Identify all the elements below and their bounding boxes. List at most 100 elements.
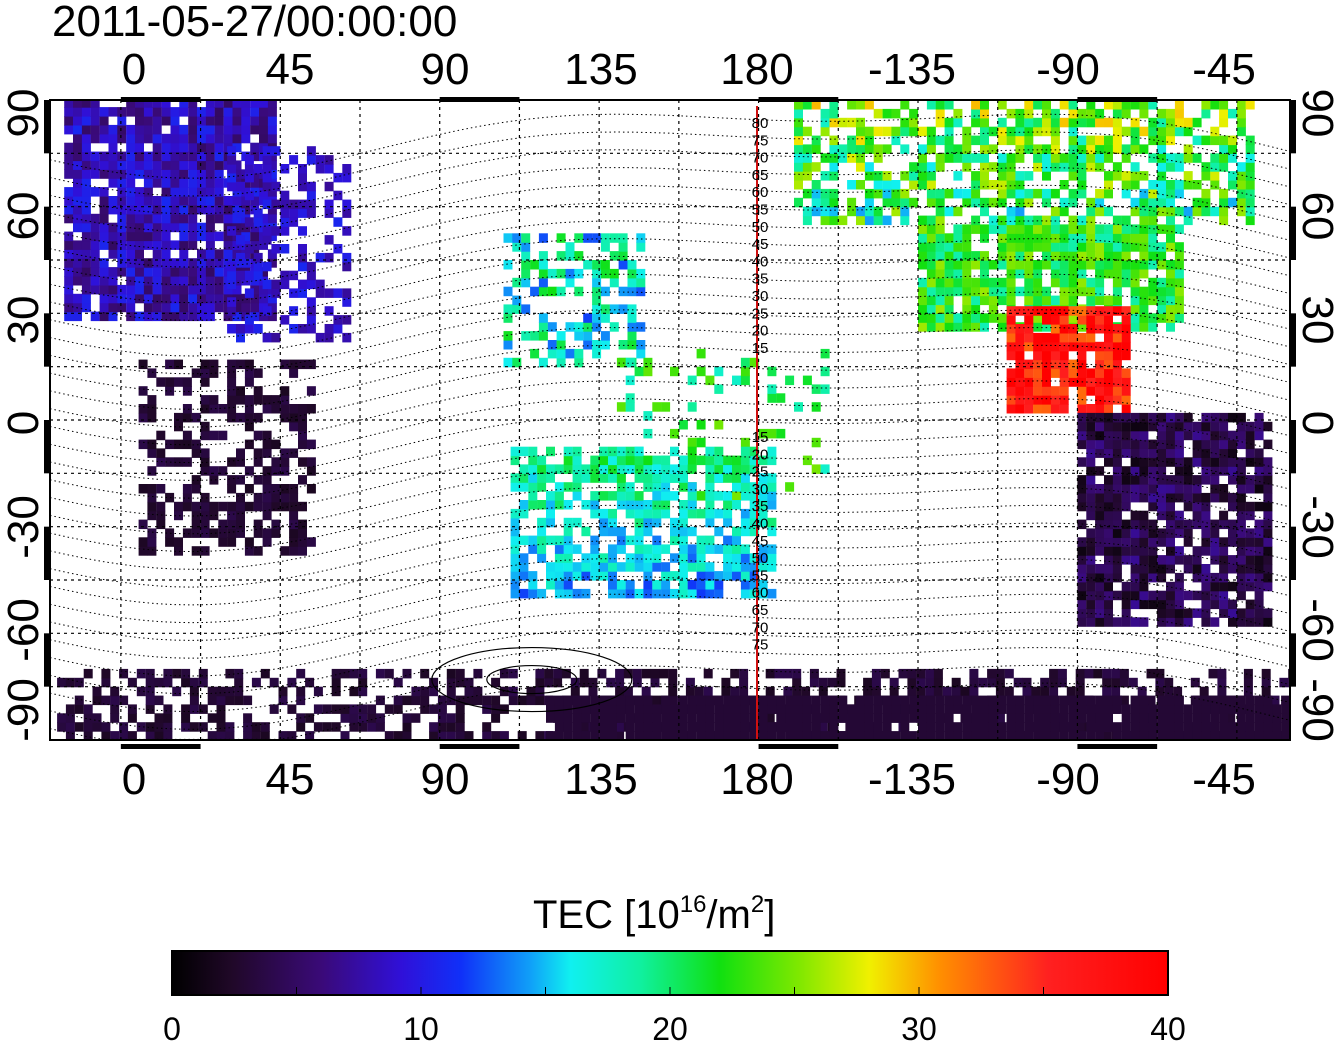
tec-cell <box>1077 404 1087 414</box>
tec-cell <box>90 276 100 286</box>
tec-cell <box>1033 313 1043 323</box>
tec-cell <box>200 492 210 503</box>
tec-cell <box>590 508 600 519</box>
tec-cell <box>205 222 215 233</box>
tec-cell <box>935 197 945 208</box>
tec-cell <box>918 153 927 163</box>
tec-cell <box>1130 731 1140 740</box>
tec-cell <box>1236 501 1246 512</box>
tec-cell <box>980 313 989 323</box>
tec-cell <box>1236 572 1246 583</box>
tec-cell <box>758 517 768 528</box>
tec-cell <box>1166 135 1175 146</box>
tec-cell <box>1050 395 1060 405</box>
tec-cell <box>1104 251 1113 261</box>
tec-cell <box>609 322 619 332</box>
tec-cell <box>1104 590 1113 601</box>
tec-cell <box>678 473 688 483</box>
tec-cell <box>563 562 573 572</box>
tec-cell <box>73 100 82 108</box>
tec-cell <box>223 124 233 135</box>
tec-cell <box>170 196 180 206</box>
tec-cell <box>1015 117 1025 128</box>
tec-cell <box>232 196 242 206</box>
tec-cell <box>980 117 989 128</box>
tec-cell <box>944 704 954 714</box>
tec-cell <box>1119 677 1129 688</box>
tec-cell <box>953 268 963 279</box>
tec-cell <box>588 686 598 697</box>
tec-cell <box>618 242 628 252</box>
tec-cell <box>154 677 164 688</box>
tec-cell <box>1219 439 1229 450</box>
tec-cell <box>1077 617 1087 627</box>
tec-cell <box>250 302 260 313</box>
tec-cell <box>1254 537 1264 547</box>
tec-cell <box>1192 457 1202 467</box>
tec-cell <box>608 473 617 483</box>
tec-cell <box>216 686 226 697</box>
tec-cell <box>1104 546 1113 556</box>
tec-cell <box>1201 100 1211 110</box>
tec-cell <box>1086 528 1096 538</box>
tec-cell <box>1059 332 1069 343</box>
tec-cell <box>182 412 192 423</box>
tec-cell <box>978 677 988 688</box>
tec-cell <box>1219 153 1229 163</box>
tec-cell <box>214 116 224 126</box>
tec-cell <box>1104 315 1113 325</box>
tec-cell <box>1243 668 1253 679</box>
tec-cell <box>170 133 180 144</box>
tec-cell <box>918 731 927 740</box>
tec-cell <box>1210 162 1220 172</box>
tec-cell <box>1263 421 1273 432</box>
tec-cell <box>900 695 910 706</box>
tec-cell <box>1050 224 1060 234</box>
tec-cell <box>90 160 100 170</box>
tec-cell <box>1148 260 1158 270</box>
tec-cell <box>179 222 189 233</box>
tec-cell <box>572 695 582 706</box>
tec-cell <box>174 439 183 450</box>
tec-cell <box>1095 359 1105 370</box>
tec-cell <box>200 430 210 441</box>
tec-cell <box>227 395 237 405</box>
tec-cell <box>685 677 695 688</box>
tec-cell <box>758 580 768 590</box>
tec-cell <box>333 315 343 325</box>
tec-cell <box>794 144 803 154</box>
tec-cell <box>271 279 281 290</box>
tec-cell <box>99 133 109 144</box>
tec-cell <box>1050 260 1060 270</box>
tec-cell <box>749 553 759 563</box>
tec-cell <box>73 267 82 277</box>
tec-cell <box>650 668 660 679</box>
tec-cell <box>143 187 153 197</box>
tec-cell <box>73 187 82 197</box>
tec-cell <box>126 178 136 188</box>
tec-cell <box>1130 590 1140 601</box>
colorbar-tick: 40 <box>1150 1011 1186 1042</box>
tec-cell <box>1077 144 1087 154</box>
tec-cell <box>749 455 759 466</box>
tec-cell <box>1139 617 1149 627</box>
tec-cell <box>1148 100 1158 110</box>
tec-cell <box>1166 268 1175 279</box>
tec-cell <box>935 260 945 270</box>
tec-cell <box>1112 359 1122 370</box>
tec-cell <box>188 133 198 144</box>
tec-cell <box>503 304 513 314</box>
tec-cell <box>225 668 235 679</box>
tec-cell <box>820 704 830 714</box>
tec-cell <box>740 473 750 483</box>
tec-cell <box>1210 448 1220 458</box>
tec-cell <box>223 196 233 206</box>
tec-cell <box>794 731 803 740</box>
tec-cell <box>73 204 82 215</box>
tec-cell <box>962 188 972 199</box>
tec-cell <box>289 501 299 512</box>
tec-cell <box>758 428 768 439</box>
tec-cell <box>393 704 403 714</box>
tec-cell <box>519 535 529 546</box>
tec-cell <box>384 668 394 679</box>
